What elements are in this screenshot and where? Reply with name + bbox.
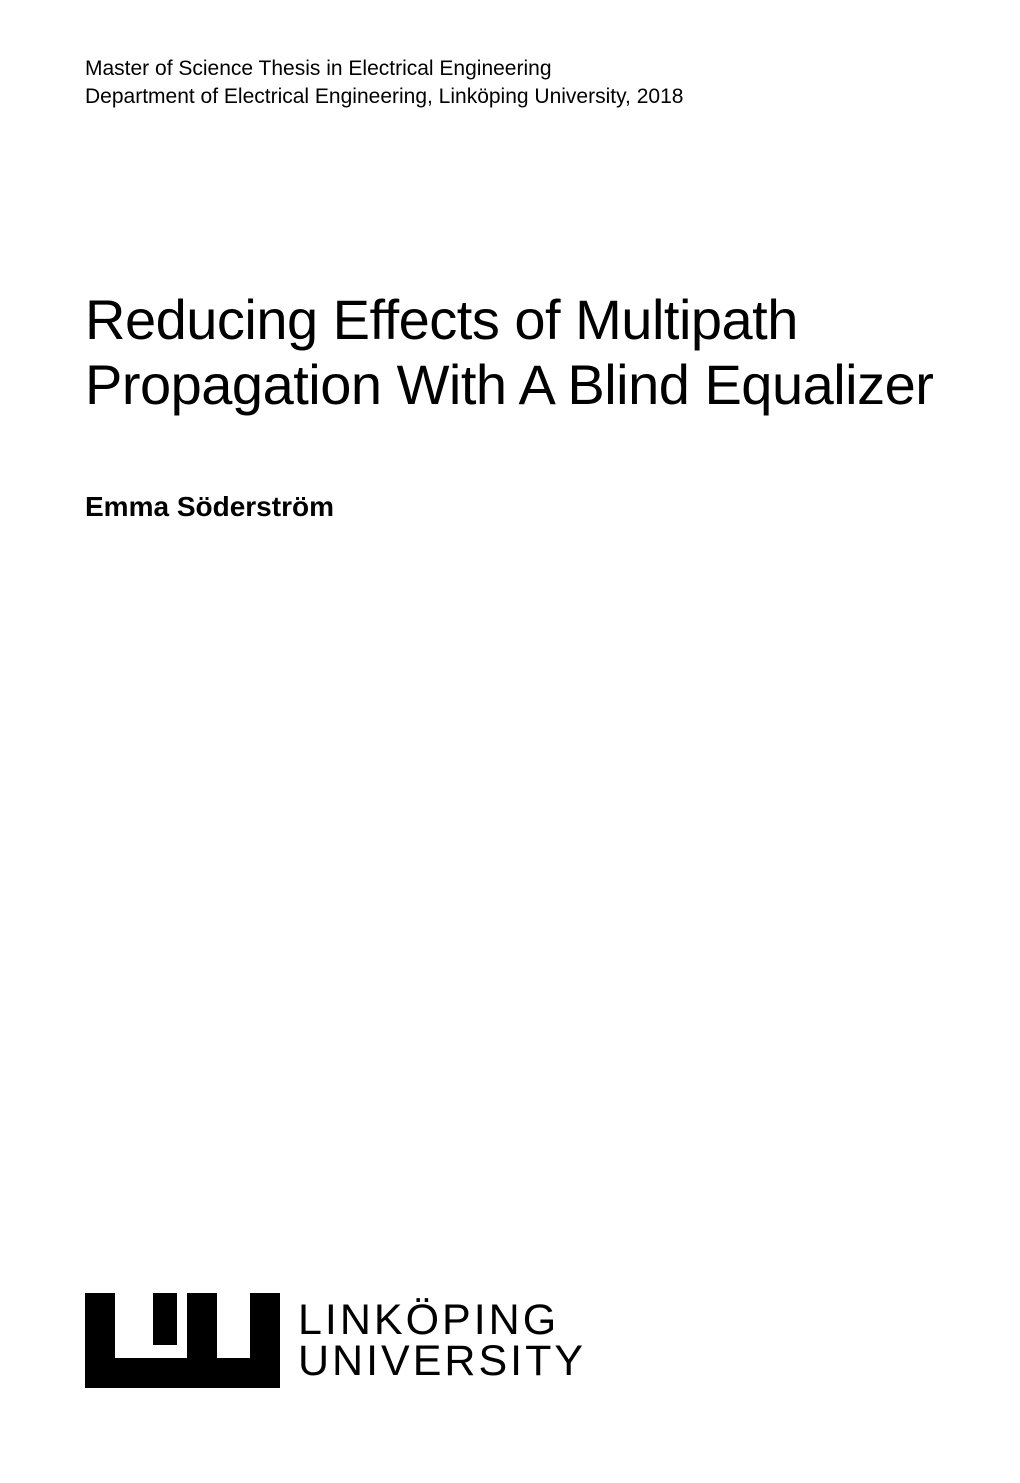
- logo-text: LINKÖPING UNIVERSITY: [298, 1300, 586, 1382]
- thesis-title: Reducing Effects of Multipath Propagatio…: [85, 287, 935, 418]
- header-line-2: Department of Electrical Engineering, Li…: [85, 83, 935, 111]
- author-name: Emma Söderström: [85, 490, 935, 524]
- header-line-1: Master of Science Thesis in Electrical E…: [85, 55, 935, 83]
- thesis-header: Master of Science Thesis in Electrical E…: [85, 55, 935, 112]
- logo-text-line-1: LINKÖPING: [298, 1300, 586, 1341]
- university-logo: LINKÖPING UNIVERSITY: [85, 1293, 586, 1388]
- logo-text-line-2: UNIVERSITY: [298, 1341, 586, 1382]
- liu-logo-icon: [85, 1293, 280, 1388]
